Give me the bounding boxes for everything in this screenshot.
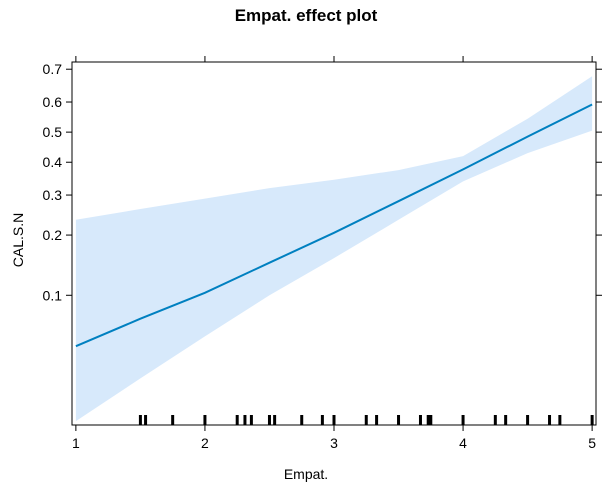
x-tick-label: 5 xyxy=(588,435,596,451)
fit-line xyxy=(75,103,593,348)
x-tick-label: 1 xyxy=(72,435,80,451)
x-tick-label: 4 xyxy=(459,435,467,451)
y-tick-label: 0.3 xyxy=(43,187,63,203)
y-tick-label: 0.1 xyxy=(43,287,63,303)
y-tick-label: 0.5 xyxy=(43,124,63,140)
x-tick-label: 2 xyxy=(201,435,209,451)
y-tick-label: 0.2 xyxy=(43,227,63,243)
chart-title: Empat. effect plot xyxy=(234,6,378,25)
rug-layer xyxy=(138,415,594,425)
x-tick-label: 3 xyxy=(330,435,338,451)
confidence-band-layer xyxy=(75,76,593,422)
y-tick-label: 0.4 xyxy=(43,154,63,170)
y-tick-label: 0.7 xyxy=(43,61,63,77)
y-tick-label: 0.6 xyxy=(43,94,63,110)
confidence-band xyxy=(75,76,593,422)
x-axis-label: Empat. xyxy=(283,466,329,482)
fit-line-layer xyxy=(75,103,593,348)
axes-layer: 1 2 3 4 5 0.1 0.2 0.3 0.4 0.5 0.6 0.7 xyxy=(43,56,602,451)
